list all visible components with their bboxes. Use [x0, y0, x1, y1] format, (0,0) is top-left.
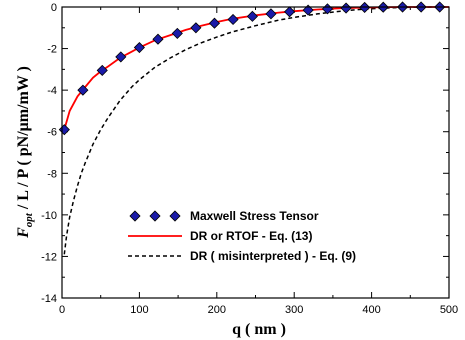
x-tick-label: 100	[130, 304, 148, 316]
data-point-diamond	[265, 8, 277, 20]
legend-label-0: Maxwell Stress Tensor	[190, 209, 319, 223]
legend-label-1: DR or RTOF - Eq. (13)	[190, 229, 312, 243]
data-point-diamond	[115, 51, 127, 63]
y-axis-ticks: 0 -2 -4 -6 -8 -10 -12 -14	[41, 2, 449, 305]
data-point-diamond	[190, 22, 202, 34]
legend: Maxwell Stress Tensor DR or RTOF - Eq. (…	[128, 209, 356, 263]
data-point-diamond	[208, 17, 221, 29]
y-tick-label: -14	[41, 293, 57, 305]
y-axis-title-mu: μ	[15, 122, 32, 131]
x-axis-title: q ( nm )	[232, 321, 286, 338]
y-tick-label: -2	[47, 44, 57, 56]
data-point-diamond	[77, 84, 89, 96]
plot-frame	[61, 6, 450, 299]
x-axis-ticks: 0 100 200 300 400 500	[59, 7, 458, 316]
data-point-diamond	[283, 6, 296, 18]
legend-label-2: DR ( misinterpreted ) - Eq. (9)	[190, 249, 356, 263]
legend-marker-sample	[129, 210, 181, 222]
x-tick-label: 500	[440, 304, 458, 316]
legend-diamond-marker	[129, 210, 141, 222]
data-point-diamond	[152, 33, 164, 45]
legend-diamond-marker	[149, 210, 161, 222]
y-axis-title-end: m/mW )	[15, 66, 32, 122]
y-tick-label: -12	[41, 251, 57, 263]
series-line-dashed	[63, 6, 449, 255]
x-tick-label: 400	[362, 304, 380, 316]
y-tick-label: 0	[51, 2, 57, 14]
y-tick-label: -4	[47, 85, 57, 97]
y-tick-label: -6	[47, 127, 57, 139]
data-point-diamond	[133, 41, 145, 54]
y-tick-label: -8	[47, 168, 57, 180]
legend-diamond-marker	[169, 210, 181, 222]
y-tick-label: -10	[41, 210, 57, 222]
x-tick-label: 0	[59, 304, 65, 316]
data-point-diamond	[246, 10, 258, 22]
data-point-diamond	[340, 2, 352, 14]
plot-series	[58, 1, 449, 255]
y-axis-title-subscript: opt	[23, 212, 35, 227]
x-tick-label: 200	[208, 304, 226, 316]
data-point-diamond	[227, 13, 239, 26]
series-line-solid	[63, 6, 449, 130]
x-tick-label: 300	[285, 304, 303, 316]
data-point-diamond	[171, 27, 183, 39]
y-axis-title-symbol: F	[15, 227, 32, 239]
y-axis-title: Fopt / L / P ( pN/μm/mW )	[15, 66, 35, 239]
y-axis-title-mid: / L / P ( pN/	[15, 131, 32, 213]
data-point-diamond	[302, 4, 314, 16]
data-point-diamond	[96, 64, 108, 76]
data-point-diamond	[58, 124, 70, 136]
